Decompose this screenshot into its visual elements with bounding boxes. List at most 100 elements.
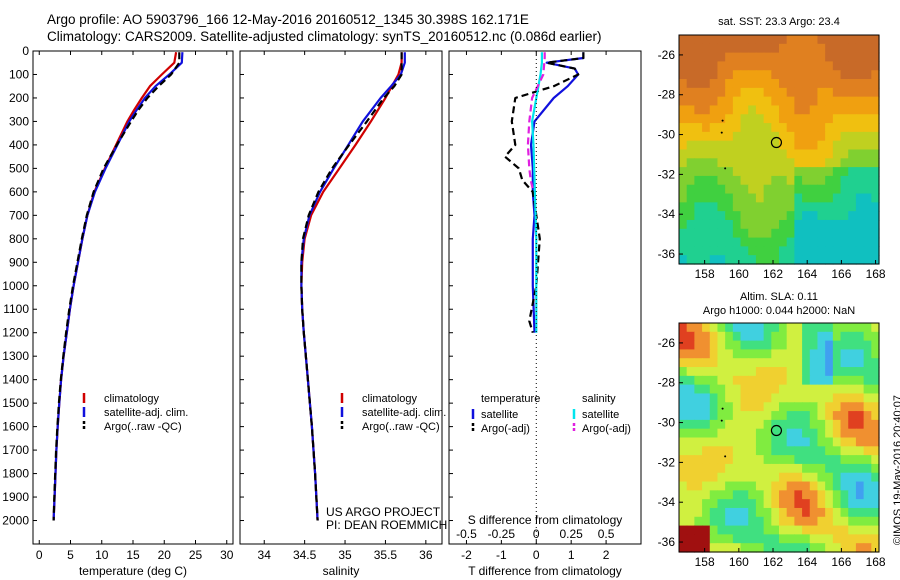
heatmap-cell [717, 340, 726, 351]
heatmap-cell [848, 402, 857, 412]
heatmap-cell [679, 167, 688, 177]
header-line-2: Climatology: CARS2009. Satellite-adjuste… [47, 29, 602, 44]
heatmap-cell [825, 419, 834, 430]
heatmap-cell [840, 211, 849, 221]
s-axis-label: S difference from climatology [468, 513, 623, 527]
heatmap-cell [755, 105, 765, 115]
heatmap-cell [686, 140, 695, 151]
heatmap-cell [755, 402, 765, 412]
heatmap-cell [709, 367, 719, 377]
heatmap-cell [840, 499, 849, 509]
heatmap-cell [855, 367, 865, 377]
coast-dot [721, 407, 724, 410]
heatmap-cell [848, 340, 857, 351]
heatmap-cell [740, 96, 749, 107]
heatmap-cell [779, 43, 788, 54]
heatmap-cell [686, 105, 695, 115]
heatmap-cell [871, 123, 880, 133]
heatmap-cell [771, 193, 780, 203]
heatmap-cell [709, 455, 719, 465]
heatmap-cell [740, 349, 749, 359]
heatmap-cell [732, 419, 742, 430]
heatmap-cell [709, 349, 719, 359]
heatmap-cell [771, 255, 780, 265]
heatmap-cell [871, 237, 880, 247]
heatmap-cell [863, 79, 872, 89]
heatmap-cell [717, 455, 726, 465]
heatmap-cell [825, 411, 834, 421]
heatmap-cell [694, 525, 703, 535]
heatmap-cell [840, 525, 849, 535]
heatmap-cell [725, 246, 734, 256]
heatmap-cell [732, 114, 742, 124]
heatmap-cell [702, 393, 711, 403]
y-tick-label: -36 [658, 247, 676, 261]
heatmap-cell [794, 534, 803, 544]
heatmap-cell [740, 255, 749, 265]
heatmap-cell [679, 35, 688, 45]
heatmap-cell [771, 202, 780, 212]
heatmap-cell [863, 472, 872, 483]
heatmap-cell [702, 167, 711, 177]
heatmap-cell [809, 52, 819, 63]
heatmap-cell [848, 534, 857, 544]
y-tick-label: 1400 [2, 373, 29, 387]
heatmap-cell [755, 52, 765, 63]
heatmap-cell [717, 499, 726, 509]
heatmap-cell [732, 193, 742, 203]
heatmap-cell [755, 167, 765, 177]
heatmap-cell [848, 246, 857, 256]
heatmap-cell [863, 340, 872, 351]
heatmap-cell [863, 499, 872, 509]
heatmap-cell [802, 428, 811, 439]
x-tick-label: 168 [866, 555, 886, 569]
heatmap-cell [840, 358, 849, 368]
heatmap-cell [748, 70, 757, 80]
heatmap-cell [771, 507, 780, 518]
heatmap-cell [725, 219, 734, 230]
heatmap-cell [863, 255, 872, 265]
heatmap-cell [863, 384, 872, 395]
heatmap-cell [679, 472, 688, 483]
heatmap-cell [871, 340, 880, 351]
heatmap-cell [871, 211, 880, 221]
heatmap-cell [755, 543, 765, 553]
heatmap-cell [725, 255, 734, 265]
series-line-climatology [52, 52, 178, 521]
heatmap-cell [725, 463, 734, 474]
heatmap-cell [794, 193, 803, 203]
heatmap-cell [763, 79, 772, 89]
heatmap-cell [725, 472, 734, 483]
heatmap-cell [709, 149, 719, 159]
heatmap-cell [825, 437, 834, 447]
heatmap-cell [755, 158, 765, 168]
heatmap-cell [679, 534, 688, 544]
heatmap-cell [748, 384, 757, 395]
heatmap-cell [725, 543, 734, 553]
heatmap-cell [848, 87, 857, 98]
heatmap-cell [732, 358, 742, 368]
heatmap-cell [717, 331, 726, 342]
heatmap-cell [848, 419, 857, 430]
heatmap-cell [717, 114, 726, 124]
heatmap-cell [717, 384, 726, 395]
heatmap-cell [832, 140, 842, 151]
heatmap-cell [809, 228, 819, 239]
heatmap-cell [755, 149, 765, 159]
heatmap-cell [779, 393, 788, 403]
heatmap-cell [817, 402, 826, 412]
heatmap-cell [771, 384, 780, 395]
heatmap-cell [717, 184, 726, 195]
heatmap-cell [817, 131, 826, 142]
heatmap-cell [794, 455, 803, 465]
heatmap-cell [686, 472, 695, 483]
heatmap-cell [802, 534, 811, 544]
heatmap-cell [794, 158, 803, 168]
heatmap-cell [686, 349, 695, 359]
heatmap-cell [832, 472, 842, 483]
heatmap-cell [855, 211, 865, 221]
heatmap-cell [679, 52, 688, 63]
heatmap-cell [848, 123, 857, 133]
heatmap-cell [763, 490, 772, 500]
